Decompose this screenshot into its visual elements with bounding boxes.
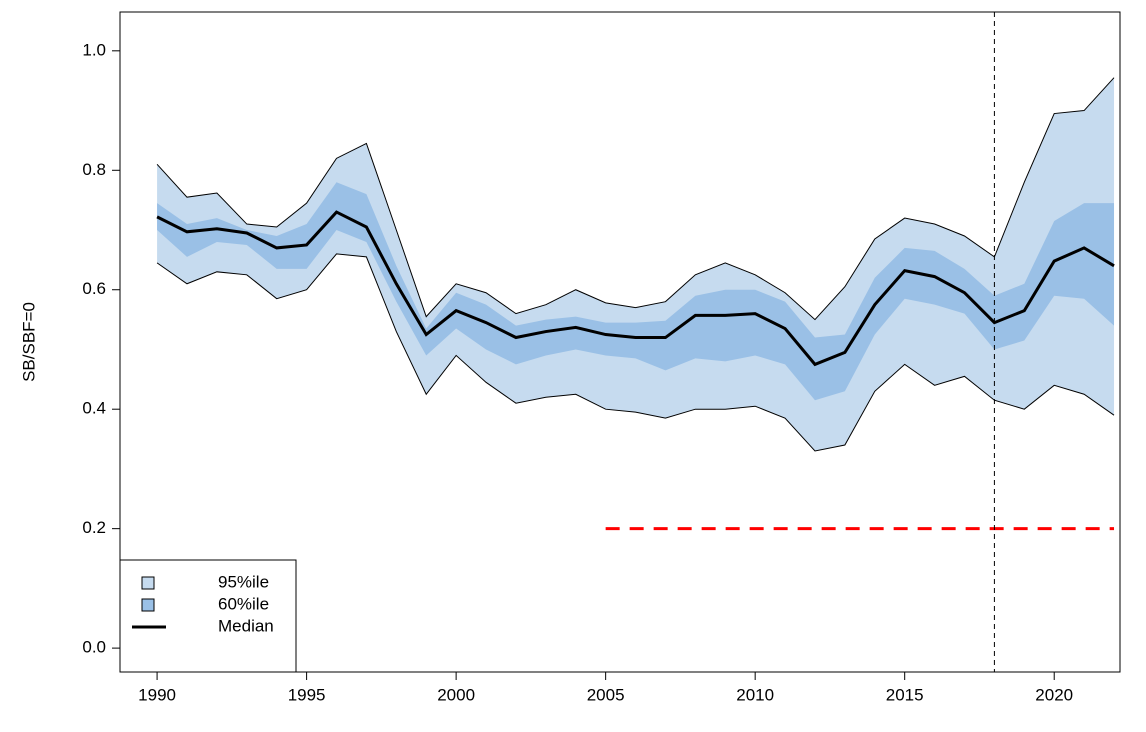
x-tick-label: 2010 [736, 685, 774, 704]
median-line [156, 210, 1115, 367]
y-tick-label: 0.0 [82, 638, 106, 657]
band-area [157, 182, 1115, 401]
y-tick-label: 1.0 [82, 40, 106, 59]
band-edge [156, 253, 1115, 452]
legend-label: 95%ile [218, 572, 269, 591]
y-tick-label: 0.4 [82, 399, 106, 418]
x-tick-label: 2000 [437, 685, 475, 704]
x-tick-label: 2020 [1035, 685, 1073, 704]
y-tick-label: 0.2 [82, 518, 106, 537]
y-axis-label: SB/SBF=0 [19, 302, 38, 382]
y-tick-label: 0.6 [82, 279, 106, 298]
band-edge [156, 77, 1115, 321]
x-tick-label: 1995 [288, 685, 326, 704]
x-tick-label: 2005 [587, 685, 625, 704]
y-tick-label: 0.8 [82, 160, 106, 179]
band-area [157, 77, 1115, 452]
x-tick-label: 2015 [886, 685, 924, 704]
legend-swatch [141, 576, 155, 590]
legend-swatch [141, 598, 155, 612]
legend-label: 60%ile [218, 594, 269, 613]
plot-frame [119, 11, 1121, 673]
legend-label: Median [218, 616, 274, 635]
x-tick-label: 1990 [138, 685, 176, 704]
